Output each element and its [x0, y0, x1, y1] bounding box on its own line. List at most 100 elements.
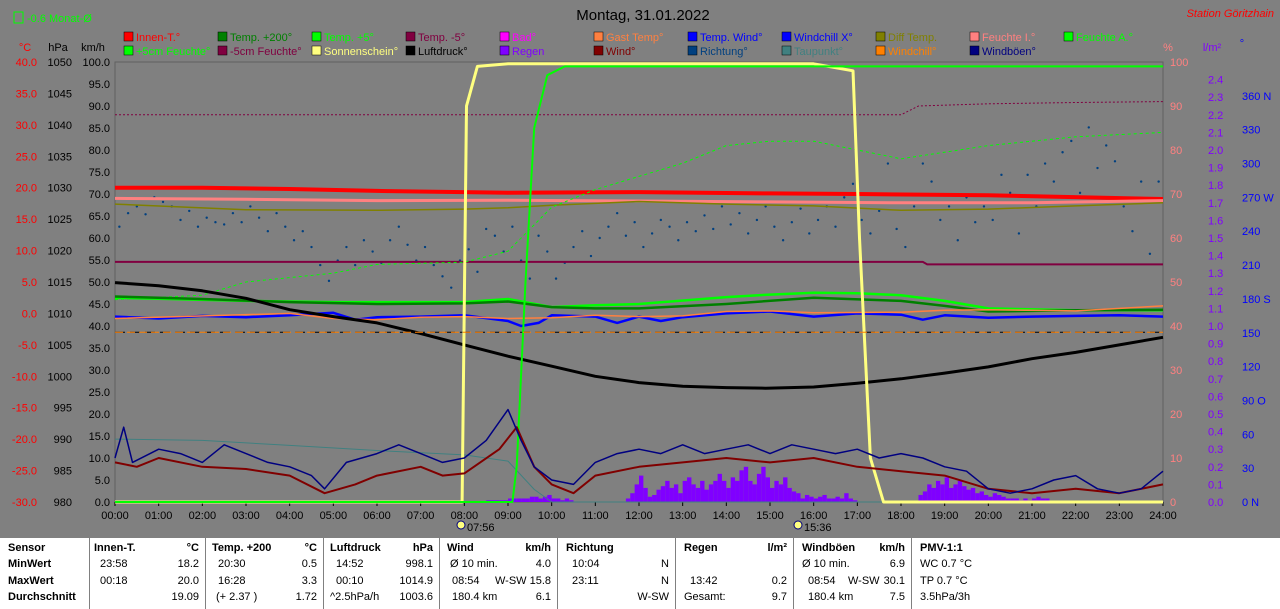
- pressure-axis-tick: 1000: [48, 371, 72, 383]
- rain-axis-tick: 0.7: [1208, 374, 1223, 386]
- series-line-wind: [114, 426, 1164, 495]
- rain-bar: [975, 493, 980, 502]
- series-line-innen-t: [115, 185, 1164, 201]
- direction-axis-tick: 150: [1242, 328, 1260, 340]
- direction-point: [834, 225, 837, 228]
- rain-axis-tick: 1.7: [1208, 198, 1223, 210]
- temp-axis-tick: 15.0: [16, 214, 37, 226]
- direction-point: [877, 209, 881, 213]
- legend-swatch-bad: [499, 31, 510, 42]
- direction-point: [790, 221, 794, 224]
- legend-swatch-diff-temp: [875, 31, 886, 42]
- direction-point: [205, 216, 208, 219]
- direction-point: [816, 218, 820, 222]
- rain-bar: [927, 484, 932, 502]
- rain-bar: [944, 477, 950, 502]
- rain-bar: [652, 494, 657, 502]
- stats-regen-unit: l/m²: [767, 542, 787, 554]
- rain-bar: [538, 498, 543, 502]
- rain-bar: [639, 475, 644, 502]
- x-tick-label: 19:00: [931, 510, 959, 522]
- rain-bar: [839, 498, 845, 502]
- pressure-axis-tick: 1015: [48, 277, 72, 289]
- series-line-feuchte-a: [114, 131, 1164, 301]
- x-tick-label: 16:00: [800, 510, 828, 522]
- stats-windboeen-r3: 7.5: [889, 591, 905, 603]
- direction-point: [135, 205, 139, 208]
- stats-wind-r1: 4.0: [535, 558, 551, 570]
- x-tick-label: 02:00: [189, 510, 217, 522]
- direction-point: [1052, 180, 1056, 183]
- stats-temp200-max-time: 16:28: [218, 575, 246, 587]
- rain-bar: [966, 489, 971, 502]
- legend-label-gast-temp: Gast Temp°: [606, 32, 663, 44]
- rain-bar: [534, 496, 539, 502]
- x-tick-label: 05:00: [320, 510, 348, 522]
- direction-point: [1026, 173, 1029, 177]
- direction-point: [851, 182, 855, 186]
- legend-label-temp-wind: Temp. Wind°: [700, 32, 762, 44]
- speed-axis-tick: 85.0: [89, 123, 110, 135]
- legend-label-taupunkt: Taupunkt°: [794, 46, 843, 58]
- rain-bar: [656, 489, 661, 502]
- humidity-axis-tick: 10: [1170, 453, 1182, 465]
- stats-innen: Innen-T. °C 23:58 18.2 00:18 20.0 19.09: [90, 538, 206, 609]
- rain-bar: [809, 496, 814, 502]
- rain-bar: [673, 484, 679, 502]
- pressure-axis-tick: 1025: [48, 214, 72, 226]
- speed-axis-tick: 65.0: [89, 211, 110, 223]
- speed-axis-tick: 75.0: [89, 167, 110, 179]
- direction-point: [292, 239, 296, 242]
- direction-point: [476, 270, 479, 274]
- rain-bar: [804, 494, 810, 502]
- stats-luftdruck: Luftdruck hPa 14:52 998.1 00:10 1014.9 ^2.5…: [324, 538, 440, 609]
- rain-bar: [634, 484, 639, 502]
- series-line-gast-temp: [114, 305, 1164, 321]
- statistics-table: Sensor MinWert MaxWert Durchschnitt Inne…: [0, 537, 1280, 609]
- direction-point: [397, 225, 401, 228]
- rain-bar: [778, 484, 784, 502]
- stats-sensor: Sensor MinWert MaxWert Durchschnitt: [0, 538, 90, 609]
- legend-label-richtung: Richtung°: [700, 46, 748, 58]
- rain-bar: [512, 498, 517, 502]
- direction-point: [764, 205, 767, 208]
- rain-axis-tick: 0.6: [1208, 391, 1223, 403]
- stats-temp200-avg: 1.72: [295, 591, 317, 603]
- rain-axis-tick: 1.5: [1208, 233, 1223, 245]
- stats-innen-min: 18.2: [177, 558, 199, 570]
- rain-bar: [625, 498, 631, 502]
- pressure-axis-tick: 980: [54, 497, 72, 509]
- humidity-axis-tick: 70: [1170, 189, 1182, 201]
- rain-bar: [1036, 496, 1041, 502]
- stats-wind-r3: 6.1: [535, 591, 551, 603]
- direction-point: [345, 245, 348, 249]
- stats-luftdruck-min: 998.1: [405, 558, 433, 570]
- x-tick-label: 13:00: [669, 510, 697, 522]
- stats-windboeen-r2-dir: W-SW: [848, 575, 880, 587]
- direction-point: [406, 243, 409, 246]
- direction-point: [729, 223, 732, 226]
- direction-point: [912, 205, 916, 208]
- legend-label-temp-5: Temp. -5°: [418, 32, 465, 44]
- direction-point: [249, 205, 252, 208]
- stats-richtung-r2: N: [661, 575, 669, 587]
- direction-point: [598, 236, 601, 240]
- rain-axis-tick: 2.4: [1208, 75, 1223, 87]
- humidity-axis-tick: 20: [1170, 409, 1182, 421]
- humidity-axis-tick: 80: [1170, 145, 1182, 157]
- rain-bar: [796, 493, 801, 502]
- stats-pmv-r2: TP 0.7 °C: [920, 575, 968, 587]
- pressure-axis-tick: 1050: [48, 57, 72, 69]
- sunset-time: 15:36: [804, 522, 832, 534]
- legend-swatch-regen: [499, 45, 510, 56]
- stats-richtung-r2-time: 23:11: [572, 575, 599, 587]
- direction-point: [1078, 191, 1082, 195]
- temp-axis-tick: 40.0: [16, 57, 37, 69]
- direction-point: [266, 230, 270, 233]
- temp-axis-tick: 30.0: [16, 120, 37, 132]
- rain-bar: [756, 473, 762, 502]
- legend-label-windchill-x: Windchill X°: [794, 32, 853, 44]
- direction-point: [1061, 151, 1064, 154]
- direction-point: [371, 250, 374, 253]
- stats-temp200-label: Temp. +200: [212, 542, 272, 554]
